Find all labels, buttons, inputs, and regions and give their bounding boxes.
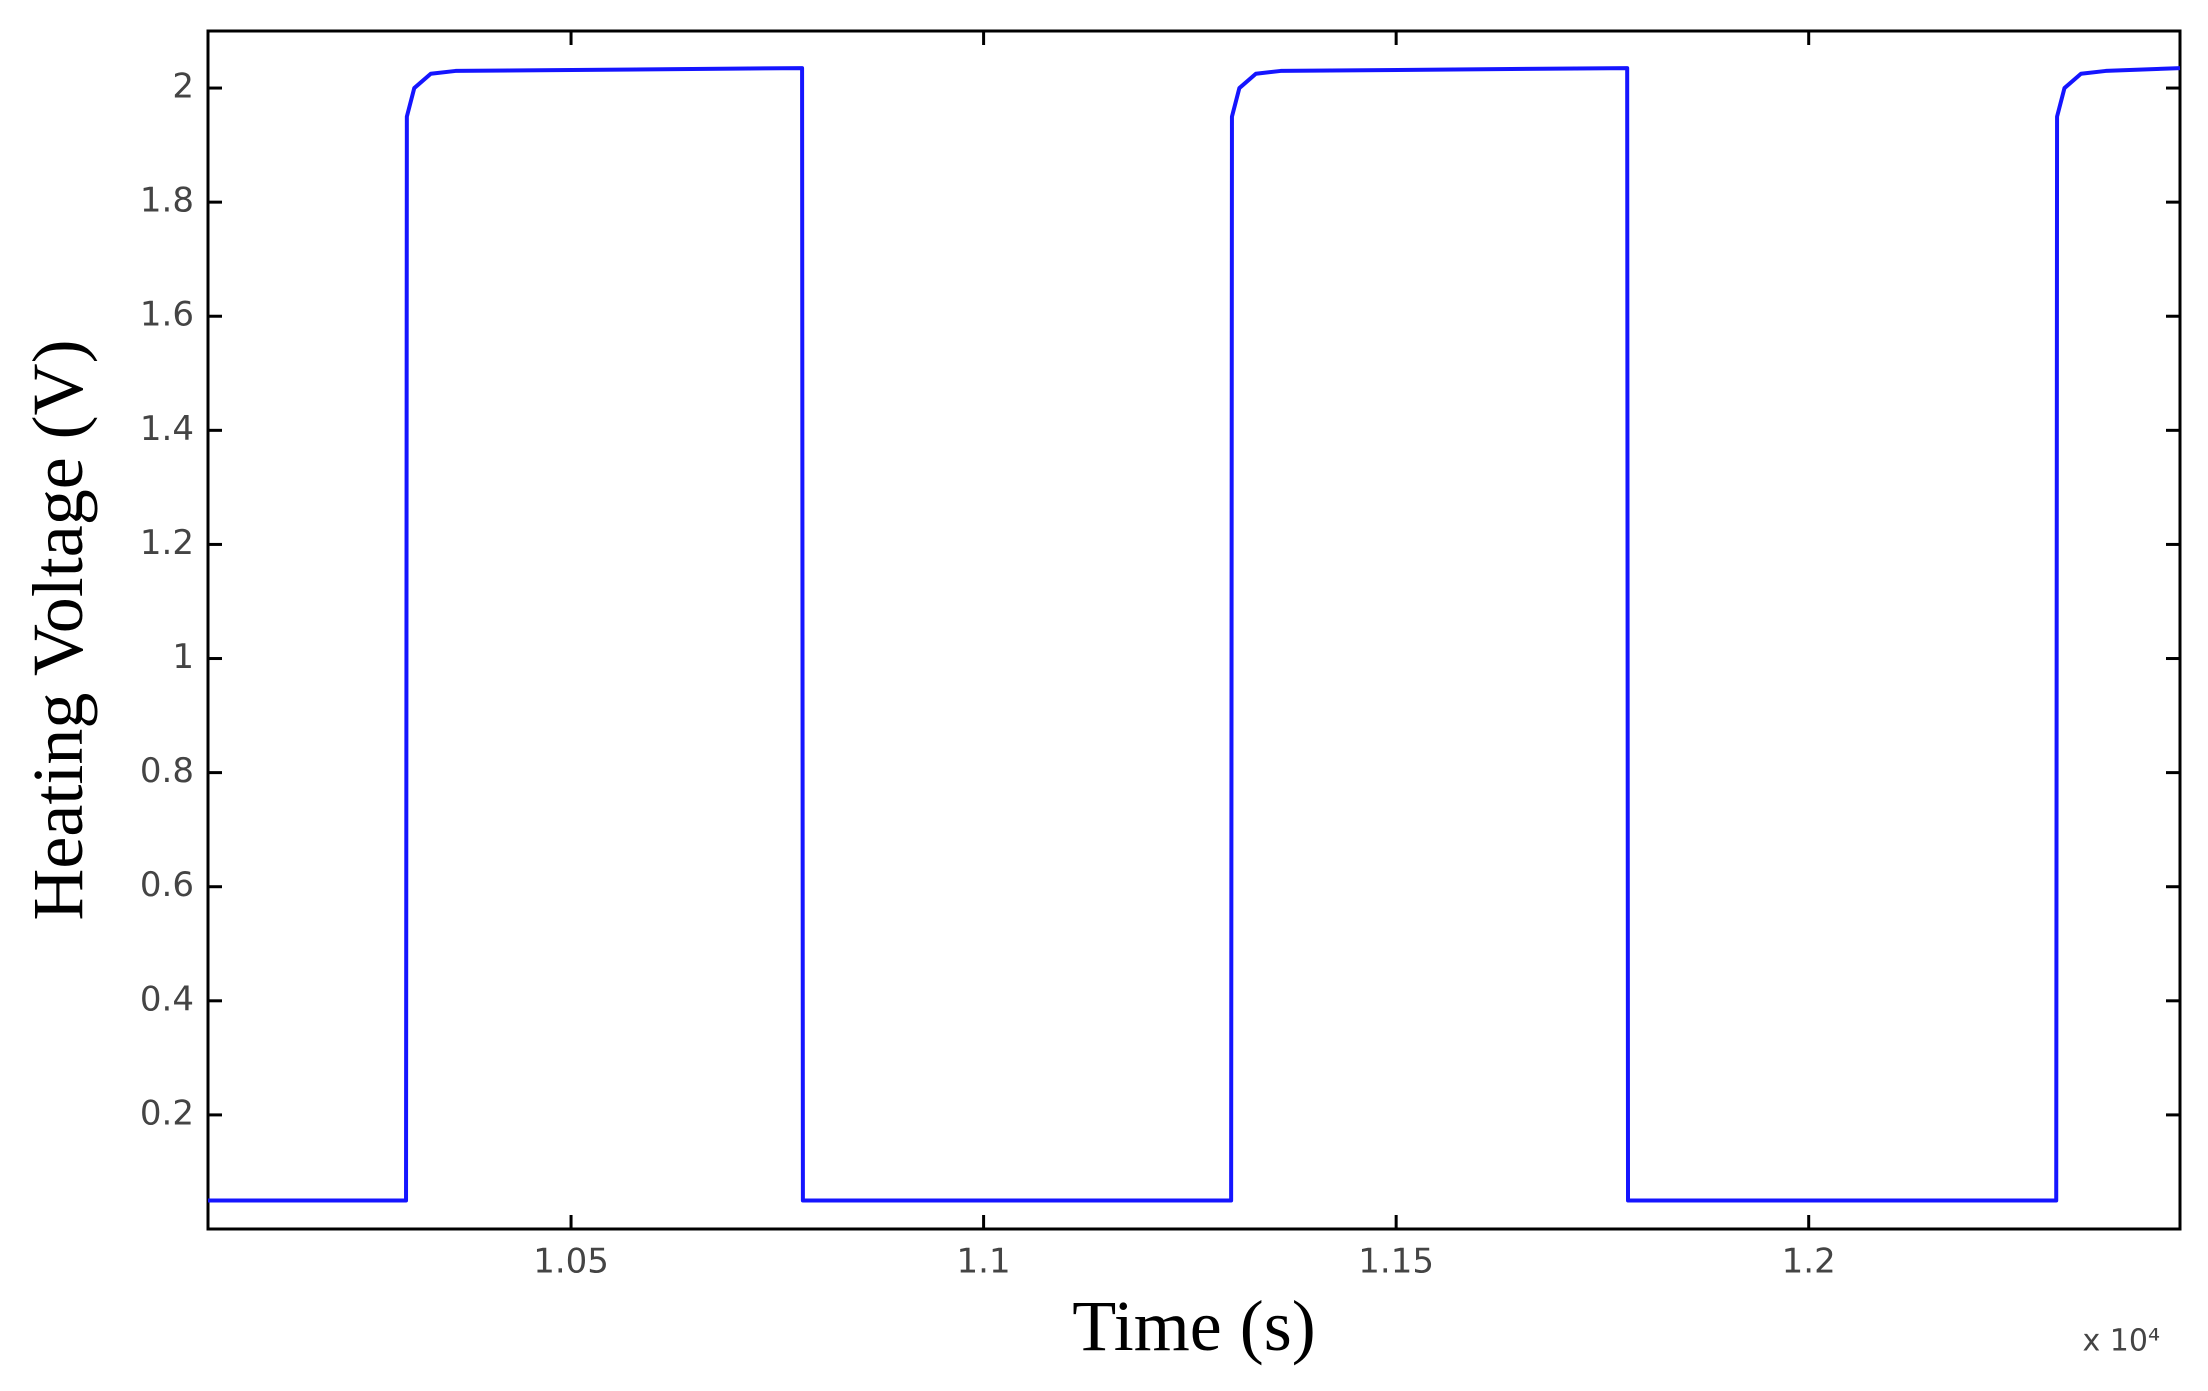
x-tick-label: 1.15 bbox=[1358, 1242, 1434, 1282]
y-tick-label: 1.2 bbox=[140, 523, 194, 563]
x-tick-label: 1.1 bbox=[957, 1242, 1011, 1282]
x-multiplier: x 10⁴ bbox=[2083, 1324, 2161, 1359]
y-axis-label: Heating Voltage (V) bbox=[18, 339, 98, 920]
x-tick-label: 1.05 bbox=[533, 1242, 609, 1282]
y-tick-label: 0.4 bbox=[140, 979, 194, 1019]
y-tick-label: 1.6 bbox=[140, 295, 194, 335]
y-tick-label: 0.8 bbox=[140, 751, 194, 791]
y-tick-label: 2 bbox=[172, 67, 194, 107]
x-tick-label: 1.2 bbox=[1782, 1242, 1836, 1282]
y-tick-label: 1 bbox=[172, 637, 194, 677]
y-tick-label: 0.6 bbox=[140, 865, 194, 905]
y-tick-label: 0.2 bbox=[140, 1093, 194, 1133]
plot-frame bbox=[206, 29, 2182, 1231]
data-line bbox=[208, 66, 2181, 1203]
y-tick-label: 1.8 bbox=[140, 181, 194, 221]
y-tick-label: 1.4 bbox=[140, 409, 194, 449]
x-axis-label: Time (s) bbox=[1072, 1286, 1315, 1366]
